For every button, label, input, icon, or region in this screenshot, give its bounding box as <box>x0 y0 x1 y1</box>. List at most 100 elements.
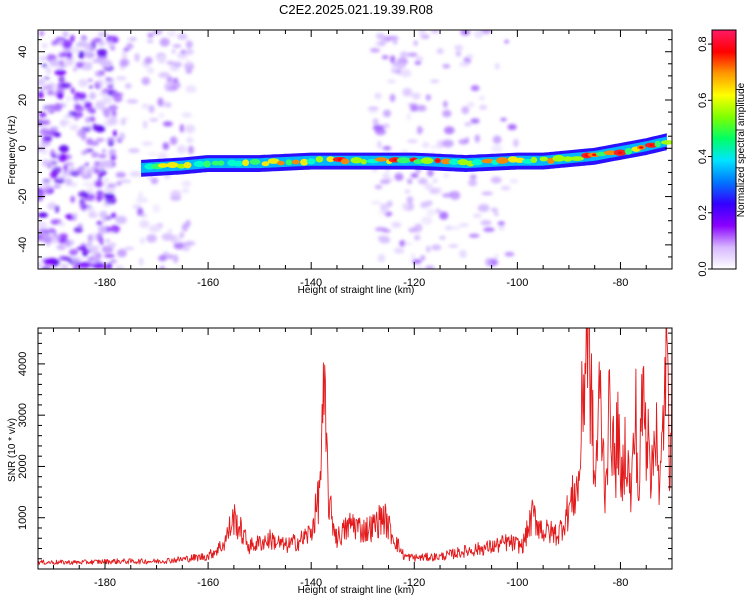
spectrogram-cell <box>392 40 398 45</box>
spectrogram-cell <box>389 93 396 103</box>
spectrogram-cell <box>435 208 441 214</box>
spectrogram-cell <box>474 134 480 143</box>
spectrogram-cell <box>77 106 85 112</box>
spectrogram-cell <box>75 167 84 175</box>
trace-hotspot <box>326 156 335 163</box>
spectrogram-cell <box>177 33 188 40</box>
spectrogram-cell <box>504 39 509 44</box>
spectrogram-cell <box>157 152 168 161</box>
spectrogram-cell <box>62 120 71 125</box>
snr-x-axis-label: Height of straight line (km) <box>298 585 415 596</box>
spectrogram-cell <box>492 135 502 144</box>
trace-peak <box>337 158 342 161</box>
trace-hotspot <box>624 147 633 155</box>
trace-hotspot <box>203 160 211 168</box>
spectrogram-cell <box>441 139 454 148</box>
spectrogram-cell <box>95 100 106 110</box>
spectrogram-cell <box>87 140 96 145</box>
spectrogram-x-axis-label: Height of straight line (km) <box>298 285 415 296</box>
spectrogram-cell <box>91 151 99 158</box>
spectrogram-cell <box>402 87 413 97</box>
spectrogram-cell <box>141 103 150 109</box>
spectrogram-cell <box>467 101 475 108</box>
spectrogram-cell <box>126 99 139 104</box>
spectrogram-cell <box>130 37 137 41</box>
spectrogram-cell <box>164 82 172 92</box>
spectrogram-cell <box>84 101 92 109</box>
spectrogram-cell <box>484 257 492 267</box>
spectrogram-cell <box>46 202 56 210</box>
spectrogram-cell <box>376 140 382 149</box>
trace-hotspot <box>350 157 363 164</box>
spectrogram-cell <box>372 118 379 126</box>
trace-hotspot <box>471 159 483 166</box>
spectrogram-cell <box>58 145 69 153</box>
trace-hotspot <box>396 157 411 164</box>
spectrogram-cell <box>144 56 153 65</box>
spectrogram-cell <box>125 43 134 50</box>
spectrogram-cell <box>444 126 455 135</box>
spectrogram-cell <box>97 190 102 197</box>
spectrogram-cell <box>54 205 60 213</box>
spectrogram-cell <box>464 122 472 127</box>
spectrogram-cell <box>55 64 64 70</box>
spectrogram-cell <box>415 56 424 62</box>
spectrogram-cell <box>72 217 77 221</box>
spectrogram-cell <box>147 32 154 38</box>
spectrogram-cell <box>41 182 52 192</box>
spectrogram-cell <box>76 111 84 118</box>
spectrogram-cell <box>98 153 107 159</box>
spectrogram-cell <box>110 212 117 219</box>
spectrogram-cell <box>62 256 71 262</box>
colorbar-frame <box>711 29 737 270</box>
spectrogram-cell <box>181 180 192 188</box>
spectrogram-cell <box>81 205 93 209</box>
spectrogram-cell <box>158 254 167 262</box>
spectrogram-cell <box>80 150 88 156</box>
spectrogram-cell <box>96 220 103 226</box>
spectrogram-cell <box>59 233 68 240</box>
spectrogram-cell <box>42 63 47 68</box>
spectrogram-cell <box>173 77 179 83</box>
colorbar-tick-label: 0.2 <box>697 205 709 220</box>
spectrogram-cell <box>376 32 385 40</box>
spectrogram-cell <box>75 62 84 69</box>
spectrogram-cell <box>128 148 140 153</box>
spectrogram-cell <box>94 169 101 175</box>
trace-hotspot <box>291 159 300 165</box>
spectrogram-cell <box>44 131 54 135</box>
spectrogram-cell <box>65 95 72 102</box>
spectrogram-cell <box>129 170 142 178</box>
spectrogram-cell <box>150 177 159 185</box>
spectrogram-cell <box>91 38 100 44</box>
spectrogram-cell <box>402 202 410 210</box>
spectrogram-cell <box>173 254 179 264</box>
spectrogram-cell <box>116 75 127 81</box>
spectrogram-cell <box>477 204 490 213</box>
spectrogram-cell <box>77 223 83 229</box>
spectrogram-cell <box>460 30 471 36</box>
spectrogram-cell <box>424 183 434 190</box>
colorbar-tick-label: 0.6 <box>697 93 709 108</box>
spectrogram-cell <box>104 196 117 205</box>
spectrogram-cell <box>381 55 389 60</box>
spectrogram-cell <box>458 223 470 227</box>
y-tick-label: 3000 <box>17 403 29 427</box>
spectrogram-cell <box>394 247 405 254</box>
spectrogram-cell <box>491 144 503 153</box>
spectrogram-cell <box>172 235 183 244</box>
spectrogram-cell <box>87 186 94 196</box>
trace-hotspot <box>306 158 316 165</box>
spectrogram-cell <box>382 229 391 233</box>
snr-y-ticks: 1000 2000 3000 4000 <box>17 332 672 570</box>
spectrogram-cell <box>466 53 474 59</box>
trace-hotspot <box>315 156 324 163</box>
trace-hotspot <box>193 160 206 167</box>
spectrogram-cell <box>104 186 116 194</box>
spectrogram-cell <box>107 83 114 89</box>
spectrogram-cell <box>38 111 47 118</box>
spectrogram-panel: -180 -160 -140 -120 -100 -80 -40 -20 0 20 40 Heig… <box>7 29 673 296</box>
snr-frame <box>37 327 673 570</box>
spectrogram-cell <box>115 171 126 178</box>
